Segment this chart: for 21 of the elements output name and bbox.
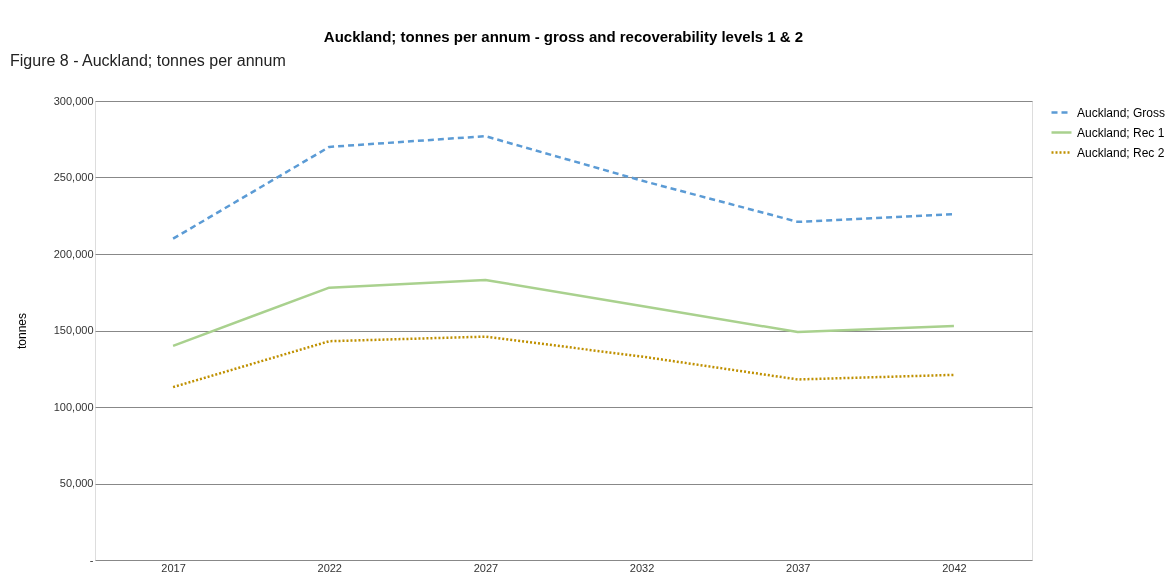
legend-label: Auckland; Rec 1 — [1077, 125, 1165, 140]
caption: Figure 8 - Auckland; tonnes per annum — [10, 52, 286, 69]
y-tick-label: 200,000 — [53, 247, 94, 260]
y-axis-title: tonnes — [14, 312, 29, 350]
y-tick-label: - — [89, 553, 94, 566]
y-tick-label: 300,000 — [53, 94, 94, 107]
line-series — [171, 335, 956, 389]
x-tick-label: 2032 — [629, 561, 655, 574]
y-tick-label: 250,000 — [53, 171, 94, 183]
y-tick-label: 100,000 — [53, 400, 94, 413]
x-tick-label: 2017 — [161, 561, 186, 574]
line-series — [171, 278, 956, 348]
x-tick-label: 2027 — [473, 561, 499, 574]
legend-label: Auckland; Rec 2 — [1077, 145, 1165, 160]
y-tick-label: 150,000 — [53, 324, 94, 336]
legend-label: Auckland; Gross — [1077, 105, 1166, 120]
chart-title: Auckland; tonnes per annum - gross and recoverability levels 1 & 2 — [323, 28, 804, 45]
y-tick-label: 50,000 — [59, 477, 94, 489]
x-tick-label: 2022 — [317, 561, 342, 574]
x-tick-label: 2042 — [942, 561, 967, 574]
x-tick-label: 2037 — [786, 561, 811, 574]
